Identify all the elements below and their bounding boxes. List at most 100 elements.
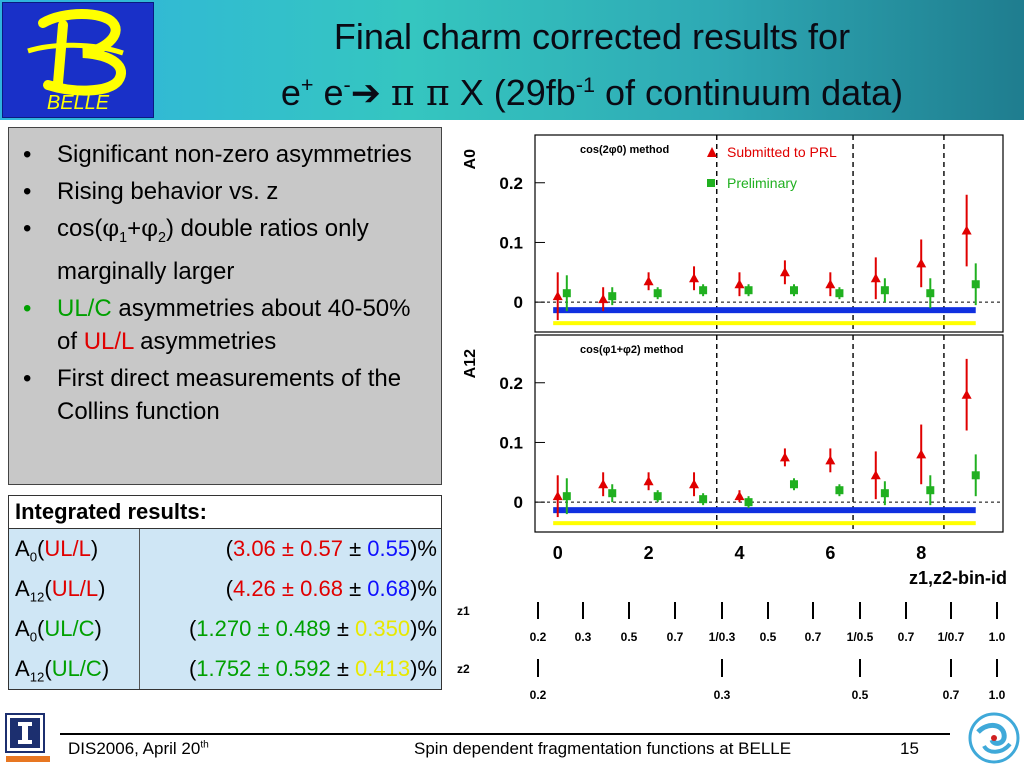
data-point-prl — [734, 491, 745, 501]
legend-marker-preliminary — [707, 179, 715, 187]
data-point-prl — [961, 225, 972, 235]
plot-frame — [534, 134, 1004, 333]
systematic-band-ulc — [553, 321, 976, 326]
data-point-prl — [870, 470, 881, 480]
data-point-prl — [598, 294, 609, 304]
data-point-preliminary — [608, 292, 617, 301]
table-row: A12(UL/C) (1.752 ± 0.592 ± 0.413)% — [15, 656, 437, 685]
data-point-preliminary — [608, 489, 617, 498]
data-point-preliminary — [880, 286, 889, 295]
x-axis-label: z1,z2-bin-id — [909, 568, 1007, 588]
panel-method-label: cos(φ1+φ2) method — [580, 344, 683, 356]
bullet-item: • Rising behavior vs. z — [23, 178, 279, 205]
data-point-preliminary — [971, 471, 980, 480]
belle-b-icon: BELLE — [27, 9, 127, 114]
z2-tick-label: 1.0 — [989, 688, 1006, 702]
data-point-preliminary — [562, 492, 571, 501]
data-point-prl — [825, 279, 836, 289]
data-point-preliminary — [789, 286, 798, 295]
z2-tick-label: 0.5 — [852, 688, 869, 702]
z1-tick-label: 1/0.5 — [847, 630, 874, 644]
data-point-preliminary — [653, 492, 662, 501]
legend-marker-prl — [707, 147, 717, 157]
z1-tick-label: 0.7 — [667, 630, 684, 644]
data-point-preliminary — [789, 480, 798, 489]
z2-tick-label: 0.7 — [943, 688, 960, 702]
data-point-preliminary — [880, 489, 889, 498]
z2-tick-label: 0.2 — [530, 688, 547, 702]
y-axis-label: A0 — [462, 149, 479, 170]
table-row: A0(UL/L) (3.06 ± 0.57 ± 0.55)% — [15, 536, 437, 565]
z1-label: z1 — [457, 604, 470, 618]
x-tick-label: 2 — [644, 543, 654, 563]
data-point-prl — [552, 291, 563, 301]
data-point-prl — [825, 455, 836, 465]
y-tick-label: 0 — [514, 293, 523, 312]
data-point-prl — [870, 273, 881, 283]
kek-logo — [968, 712, 1020, 764]
y-axis-label: A12 — [462, 349, 479, 378]
slide-title-line2: e+ e-➔ π π X (29fb-1 of continuum data) — [280, 72, 904, 114]
data-point-preliminary — [744, 286, 753, 295]
x-tick-label: 4 — [734, 543, 744, 563]
data-point-prl — [689, 479, 700, 489]
x-tick-label: 0 — [553, 543, 563, 563]
legend-label-preliminary: Preliminary — [727, 175, 797, 191]
x-tick-label: 8 — [916, 543, 926, 563]
legend-label-prl: Submitted to PRL — [727, 144, 837, 160]
z1-tick-label: 0.7 — [898, 630, 915, 644]
table-divider — [139, 529, 140, 689]
z1-tick-label: 1.0 — [989, 630, 1006, 644]
data-point-preliminary — [699, 495, 708, 504]
z2-label: z2 — [457, 662, 470, 676]
title-banner: BELLE Final charm corrected results for … — [0, 0, 1024, 120]
y-tick-label: 0 — [514, 493, 523, 512]
uiuc-i-icon — [5, 713, 50, 762]
z1-tick-label: 0.7 — [805, 630, 822, 644]
data-point-preliminary — [926, 289, 935, 298]
data-point-prl — [643, 276, 654, 286]
data-point-preliminary — [699, 286, 708, 295]
page-number: 15 — [900, 739, 919, 758]
integrated-results-table: Integrated results: A0(UL/L) (3.06 ± 0.5… — [8, 495, 442, 690]
bullet-item: • cos(φ1+φ2) double ratios only marginall… — [23, 214, 369, 285]
data-point-preliminary — [835, 486, 844, 495]
bullet-item: • UL/C asymmetries about 40-50% of UL/L a… — [23, 294, 411, 355]
kek-swirl-icon — [968, 712, 1020, 764]
bullet-panel: • Significant non-zero asymmetries • Risin… — [8, 127, 442, 485]
data-point-prl — [689, 273, 700, 283]
belle-logo: BELLE — [2, 2, 154, 118]
systematic-band-ulc — [553, 521, 976, 526]
table-row: A12(UL/L) (4.26 ± 0.68 ± 0.68)% — [15, 576, 437, 605]
panel-method-label: cos(2φ0) method — [580, 144, 669, 156]
table-row: A0(UL/C) (1.270 ± 0.489 ± 0.350)% — [15, 616, 437, 645]
data-point-prl — [779, 267, 790, 277]
y-tick-label: 0.2 — [499, 174, 523, 193]
data-point-preliminary — [971, 280, 980, 289]
data-point-prl — [598, 479, 609, 489]
arrow-icon: ➔ — [350, 72, 381, 113]
z2-tick-label: 0.3 — [714, 688, 731, 702]
uiuc-logo — [4, 712, 52, 764]
z1-tick-label: 0.5 — [760, 630, 777, 644]
bullet-item: • First direct measurements of the Collin… — [23, 364, 402, 425]
systematic-band-ull — [553, 307, 976, 314]
footer-conference: DIS2006, April 20th — [68, 739, 209, 758]
footer-talk-title: Spin dependent fragmentation functions a… — [414, 739, 792, 758]
z1-tick-label: 1/0.3 — [709, 630, 736, 644]
z1-tick-label: 0.2 — [530, 630, 547, 644]
data-point-preliminary — [835, 289, 844, 298]
data-point-preliminary — [926, 486, 935, 495]
footer-divider — [60, 733, 950, 735]
data-point-prl — [916, 449, 927, 459]
data-point-prl — [552, 491, 563, 501]
y-tick-label: 0.2 — [499, 374, 523, 393]
asymmetry-plot: 0 0.1 0.2 A0 cos(2φ0) method 0 0.1 0.2 A12 cos(φ1… — [457, 134, 1007, 702]
z1-tick-label: 0.5 — [621, 630, 638, 644]
z1-tick-label: 0.3 — [575, 630, 592, 644]
data-point-preliminary — [744, 498, 753, 507]
data-point-prl — [734, 279, 745, 289]
plot-frame — [534, 334, 1004, 533]
results-header: Integrated results: — [9, 496, 441, 529]
bullet-item: • Significant non-zero asymmetries — [23, 141, 412, 168]
